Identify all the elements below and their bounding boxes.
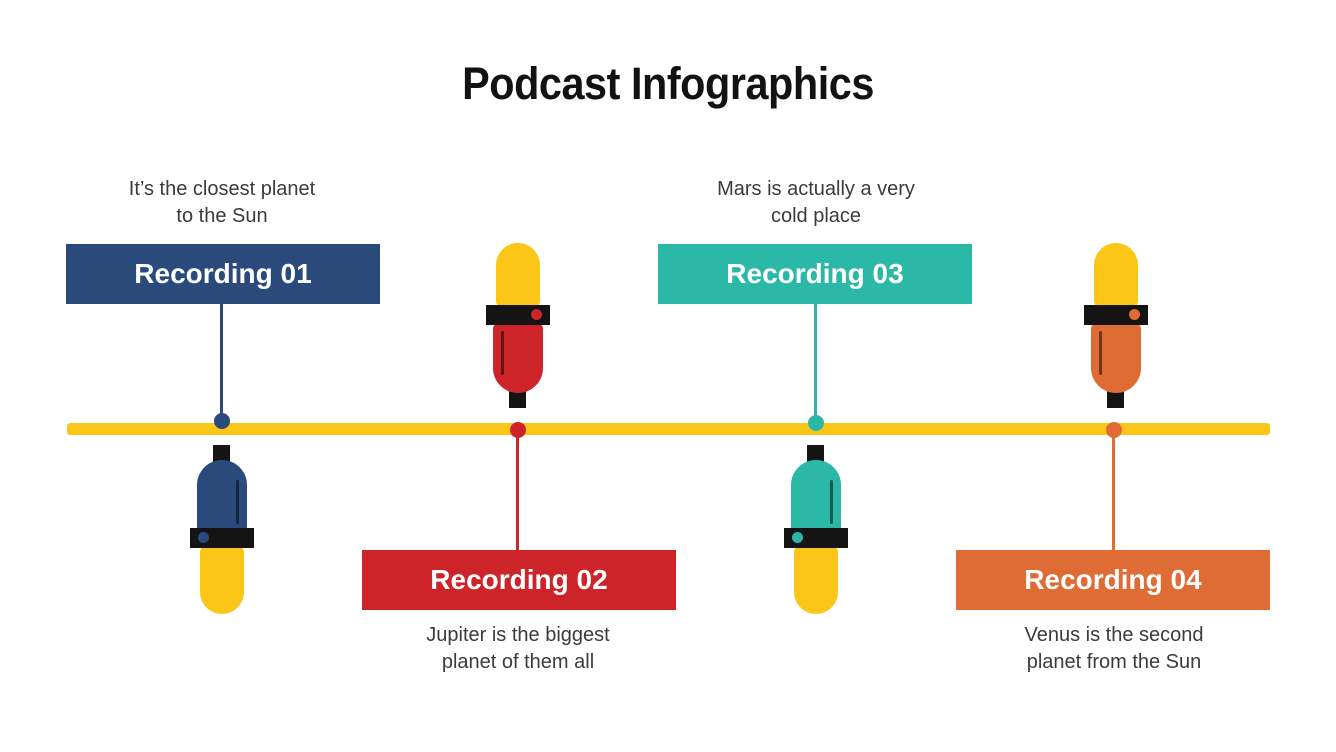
recording-2-connector (516, 430, 519, 550)
recording-4-description: Venus is the second planet from the Sun (949, 622, 1279, 676)
recording-4-label-box: Recording 04 (956, 550, 1270, 610)
mic-body-highlight (236, 480, 239, 524)
recording-3-description: Mars is actually a very cold place (651, 176, 981, 230)
mic-body-highlight (501, 331, 504, 375)
mic-body (791, 460, 841, 535)
recording-4-label: Recording 04 (1024, 564, 1202, 595)
mic-body (1091, 323, 1141, 393)
description-line: planet from the Sun (1026, 651, 1202, 673)
mic-band (486, 305, 550, 325)
mic-stem (213, 445, 230, 462)
mic-cap (200, 546, 244, 614)
description-line: Mars is actually a very (717, 178, 915, 200)
recording-4-timeline-dot (1106, 422, 1122, 438)
description-line: cold place (770, 205, 862, 227)
mic-stem (1107, 391, 1124, 408)
description-line: Jupiter is the biggest (426, 624, 610, 646)
mic-cap (496, 243, 540, 307)
page-title: Podcast Infographics (462, 58, 874, 109)
recording-3-label: Recording 03 (726, 258, 904, 289)
recording-2-label-box: Recording 02 (362, 550, 676, 610)
recording-4-connector (1112, 430, 1115, 550)
mic-body-highlight (1099, 331, 1102, 375)
mic-stem (509, 391, 526, 408)
microphone-1-icon (190, 445, 254, 615)
recording-1-label: Recording 01 (134, 258, 312, 289)
mic-band (1084, 305, 1148, 325)
mic-body-highlight (830, 480, 833, 524)
mic-knob (1129, 309, 1140, 320)
mic-body (493, 323, 543, 393)
mic-cap (1094, 243, 1138, 307)
recording-3-timeline-dot (808, 415, 824, 431)
mic-knob (198, 532, 209, 543)
mic-knob (531, 309, 542, 320)
mic-body (197, 460, 247, 535)
description-line: to the Sun (176, 205, 268, 227)
recording-1-description: It’s the closest planet to the Sun (57, 176, 387, 230)
mic-cap (794, 546, 838, 614)
recording-2-label: Recording 02 (430, 564, 608, 595)
microphone-4-icon (1084, 243, 1148, 413)
mic-knob (792, 532, 803, 543)
description-line: It’s the closest planet (128, 178, 316, 200)
recording-1-label-box: Recording 01 (66, 244, 380, 304)
description-line: Venus is the second (1024, 624, 1204, 646)
mic-band (784, 528, 848, 548)
microphone-3-icon (784, 445, 848, 615)
microphone-2-icon (486, 243, 550, 413)
recording-1-connector (220, 304, 223, 421)
mic-band (190, 528, 254, 548)
recording-2-description: Jupiter is the biggest planet of them al… (353, 622, 683, 676)
mic-stem (807, 445, 824, 462)
recording-1-timeline-dot (214, 413, 230, 429)
recording-3-label-box: Recording 03 (658, 244, 972, 304)
description-line: planet of them all (441, 651, 595, 673)
timeline-line (67, 423, 1270, 435)
recording-3-connector (814, 304, 817, 423)
recording-2-timeline-dot (510, 422, 526, 438)
